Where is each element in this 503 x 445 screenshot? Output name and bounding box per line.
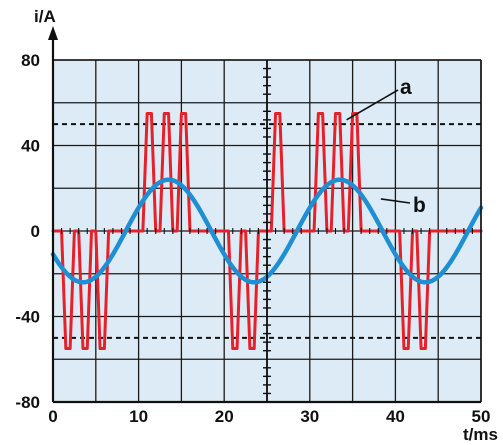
x-tick-label: 40 [386, 407, 405, 426]
y-tick-label: -40 [15, 308, 40, 327]
x-tick-label: 50 [472, 407, 491, 426]
y-tick-label: 0 [31, 222, 40, 241]
y-tick-label: 80 [21, 51, 40, 70]
y-axis-label: i/A [34, 7, 56, 26]
series-a-label: a [400, 76, 412, 99]
series-b-label: b [413, 194, 426, 217]
x-tick-label: 10 [129, 407, 148, 426]
y-tick-label: -80 [15, 393, 40, 412]
label-b-leader [380, 198, 411, 204]
x-tick-label: 20 [215, 407, 234, 426]
x-tick-label: 30 [300, 407, 319, 426]
y-tick-label: 40 [21, 137, 40, 156]
x-axis-label: t/ms [463, 425, 498, 444]
tick-labels: -80 -40 0 40 80 0 10 20 30 40 50 [15, 51, 490, 426]
y-axis-arrow [48, 26, 58, 40]
label-a-leader [346, 89, 399, 121]
axes [48, 26, 482, 404]
x-tick-label: 0 [48, 407, 57, 426]
curve-labels: ab [346, 76, 426, 217]
